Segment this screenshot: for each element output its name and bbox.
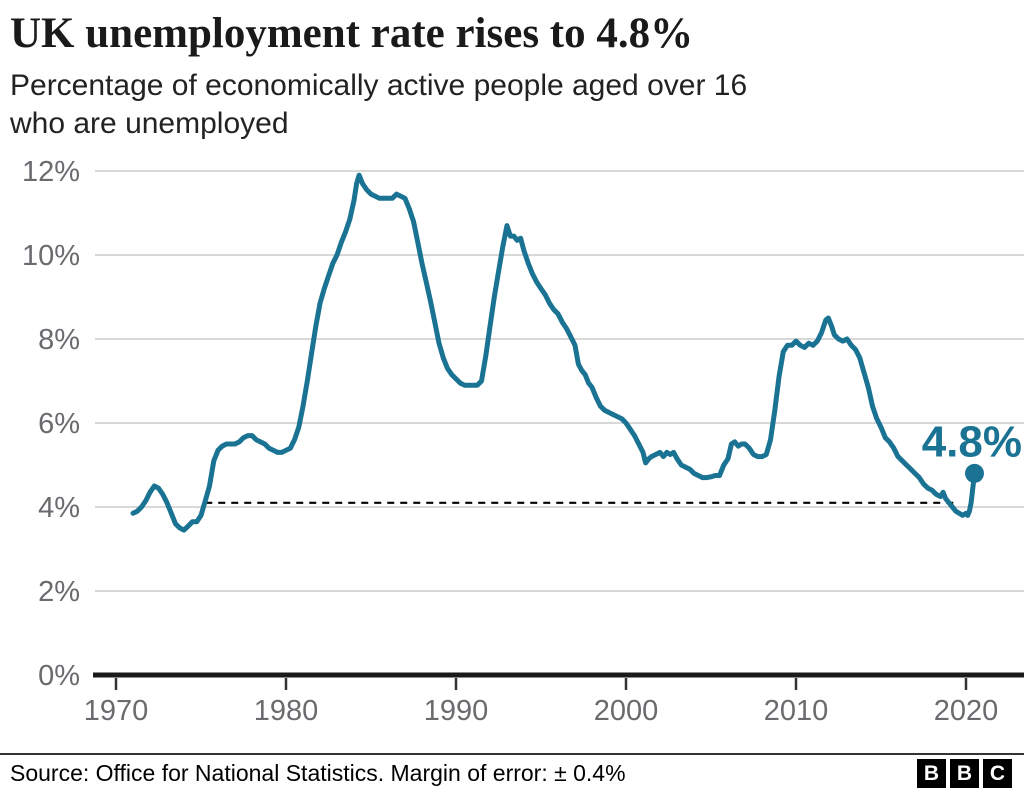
bbc-logo-block-1: B xyxy=(917,759,946,789)
page-title: UK unemployment rate rises to 4.8% xyxy=(10,10,694,57)
chart-subtitle: Percentage of economically active people… xyxy=(10,67,1014,143)
unemployment-line xyxy=(130,172,977,533)
chart-area: 12% 10% 8% 6% 4% 2% 0% 1970 1980 1990 2000 2010 2020… xyxy=(0,143,1024,743)
y-tick-label: 4% xyxy=(38,492,80,524)
x-tick-label: 1980 xyxy=(254,695,319,727)
x-tick-label: 2020 xyxy=(934,695,999,727)
latest-value-dot xyxy=(965,463,984,483)
y-tick-label: 12% xyxy=(22,156,80,188)
bbc-logo: B B C xyxy=(917,759,1012,789)
latest-value-label: 4.8% xyxy=(922,417,1022,466)
y-tick-label: 2% xyxy=(38,576,80,608)
subtitle-line-1: Percentage of economically active people… xyxy=(10,69,748,103)
bbc-logo-block-2: B xyxy=(950,759,979,789)
chart-svg: 12% 10% 8% 6% 4% 2% 0%1970 1980 1990 2000 2010 2020… xyxy=(22,156,1024,727)
x-tick-label: 1970 xyxy=(84,695,149,727)
subtitle-line-2: who are unemployed xyxy=(10,107,289,141)
y-tick-label: 8% xyxy=(38,324,80,356)
chart-header: UK unemployment rate rises to 4.8% Perce… xyxy=(0,0,1024,143)
chart-footer: Source: Office for National Statistics. … xyxy=(0,752,1024,793)
bbc-logo-block-3: C xyxy=(983,759,1012,789)
y-tick-label: 0% xyxy=(38,660,80,692)
y-tick-label: 6% xyxy=(38,408,80,440)
source-note: Source: Office for National Statistics. … xyxy=(10,760,626,787)
x-tick-label: 2000 xyxy=(594,695,659,727)
x-tick-label: 2010 xyxy=(764,695,829,727)
y-tick-label: 10% xyxy=(22,240,80,272)
x-tick-label: 1990 xyxy=(424,695,489,727)
